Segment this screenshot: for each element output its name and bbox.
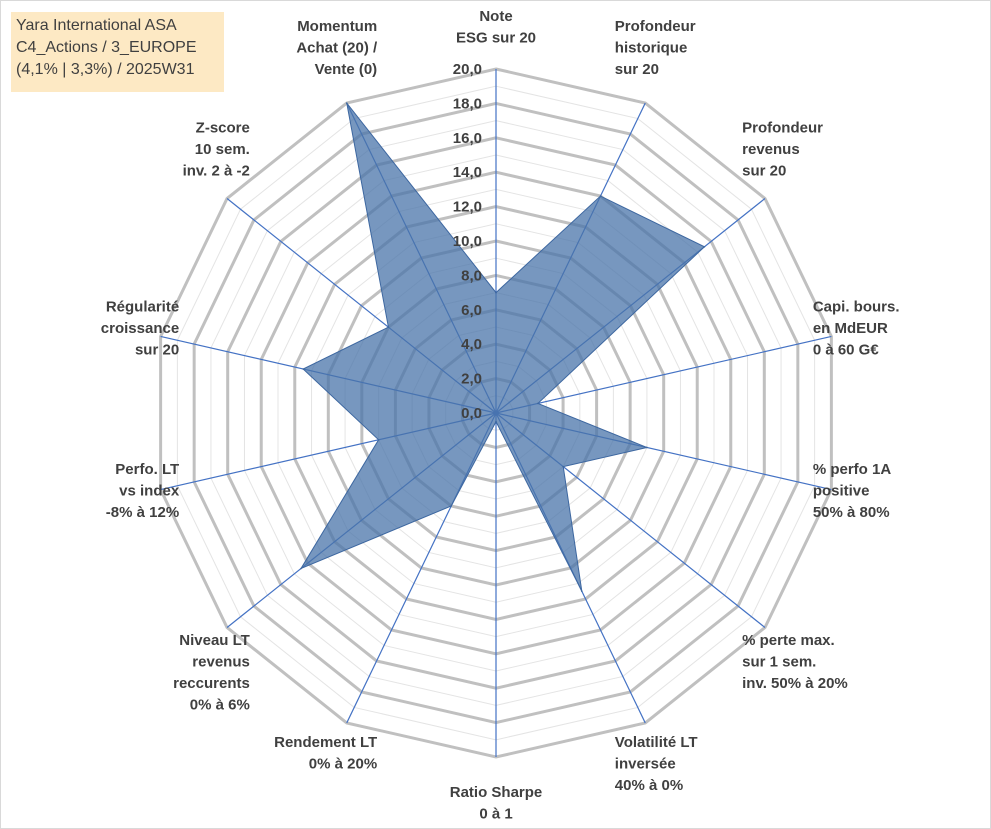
- axis-label-line: Z-score: [196, 119, 250, 136]
- tick-label: 14,0: [453, 164, 482, 181]
- axis-label: Volatilité LT inversée 40% à 0%: [615, 734, 698, 794]
- axis-label-line: sur 20: [135, 341, 179, 358]
- axis-label-line: ESG sur 20: [456, 30, 536, 47]
- axis-label-line: sur 20: [615, 61, 659, 78]
- axis-label-line: Ratio Sharpe: [450, 784, 543, 801]
- data-point: [495, 291, 497, 294]
- data-point: [387, 326, 390, 329]
- axis-label-line: historique: [615, 39, 688, 56]
- data-point: [703, 245, 706, 248]
- axis-label-line: vs index: [119, 483, 180, 500]
- axis-label-line: Niveau LT: [179, 632, 250, 649]
- axis-label-line: croissance: [101, 320, 179, 337]
- data-point: [302, 368, 304, 370]
- axis-label: Rendement LT 0% à 20%: [274, 734, 377, 773]
- axis-label-line: 0% à 20%: [309, 755, 377, 772]
- tick-label: 4,0: [461, 336, 482, 353]
- axis-label-line: reccurents: [173, 675, 250, 692]
- data-point: [450, 505, 453, 507]
- axis-label: Niveau LT revenus reccurents 0% à 6%: [173, 632, 250, 714]
- axis-label-line: 0 à 60 G€: [813, 341, 880, 358]
- axis-label-line: % perte max.: [742, 632, 835, 649]
- axis-label-line: sur 1 sem.: [742, 654, 816, 671]
- axis-label-line: Vente (0): [315, 61, 378, 78]
- axis-label: Capi. bours. en MdEUR 0 à 60 G€: [813, 298, 900, 358]
- axis-label-line: Capi. bours.: [813, 298, 900, 315]
- axis-label-line: Rendement LT: [274, 734, 377, 751]
- axis-label: Profondeur revenus sur 20: [742, 119, 823, 179]
- axis-label-line: 10 sem.: [195, 141, 250, 158]
- axis-label-line: sur 20: [742, 162, 786, 179]
- data-point: [599, 195, 602, 197]
- axis-label-line: Profondeur: [742, 119, 823, 136]
- info-period: (4,1% | 3,3%) / 2025W31: [16, 61, 195, 78]
- info-box: Yara International ASA C4_Actions / 3_EU…: [11, 12, 224, 92]
- axis-label-line: positive: [813, 483, 870, 500]
- info-company-name: Yara International ASA: [16, 17, 177, 34]
- series-area: [299, 102, 706, 592]
- data-point: [537, 402, 539, 405]
- info-category: C4_Actions / 3_EUROPE: [16, 39, 197, 56]
- axis-label-line: 50% à 80%: [813, 504, 890, 521]
- axis-label: Perfo. LT vs index -8% à 12%: [106, 461, 180, 521]
- axis-label-line: -8% à 12%: [106, 504, 179, 521]
- tick-label: 20,0: [453, 61, 482, 78]
- axis-labels: Note ESG sur 20 Profondeur historique sur 20…: [101, 8, 900, 823]
- axis-label-line: Note: [479, 8, 512, 25]
- axis-label-line: 0% à 6%: [190, 697, 250, 714]
- tick-label: 10,0: [453, 233, 482, 250]
- data-point: [581, 590, 583, 593]
- tick-label: 12,0: [453, 199, 482, 216]
- axis-label: Note ESG sur 20: [456, 8, 536, 47]
- data-point: [377, 438, 380, 441]
- axis-label: Momentum Achat (20) / Vente (0): [296, 18, 378, 78]
- axis-label-line: % perfo 1A: [813, 461, 892, 478]
- data-point: [646, 446, 648, 449]
- tick-labels: 0,0 2,0 4,0 6,0 8,0 10,0 12,0 14,0 16,0 18,0 20,0: [453, 61, 482, 422]
- axis-label-line: 0 à 1: [479, 806, 512, 823]
- axis-label: % perte max. sur 1 sem. inv. 50% à 20%: [742, 632, 848, 692]
- axis-label-line: Achat (20) /: [296, 39, 378, 56]
- axis-label-line: inv. 2 à -2: [183, 162, 250, 179]
- data-point: [562, 465, 565, 468]
- axis-label-line: Momentum: [297, 18, 377, 35]
- axis-label: % perfo 1A positive 50% à 80%: [813, 461, 892, 521]
- axis-label: Profondeur historique sur 20: [615, 18, 696, 78]
- data-point: [495, 420, 497, 423]
- axis-label-line: Volatilité LT: [615, 734, 698, 751]
- axis-label: Z-score 10 sem. inv. 2 à -2: [183, 119, 250, 179]
- tick-label: 8,0: [461, 267, 482, 284]
- axis-label: Ratio Sharpe 0 à 1: [450, 784, 543, 823]
- tick-label: 6,0: [461, 302, 482, 319]
- axis-label-line: inv. 50% à 20%: [742, 675, 848, 692]
- tick-label: 0,0: [461, 405, 482, 422]
- tick-label: 2,0: [461, 371, 482, 388]
- series-layer: [299, 102, 706, 593]
- axis-spoke: [495, 335, 832, 414]
- data-point: [300, 567, 302, 570]
- tick-label: 18,0: [453, 95, 482, 112]
- tick-label: 16,0: [453, 130, 482, 147]
- axis-label-line: revenus: [192, 654, 250, 671]
- axis-label-line: 40% à 0%: [615, 777, 683, 794]
- axis-label-line: Perfo. LT: [115, 461, 179, 478]
- axis-label-line: Profondeur: [615, 18, 696, 35]
- axis-label-line: inversée: [615, 755, 676, 772]
- axis-label: Régularité croissance sur 20: [101, 298, 179, 358]
- axis-label-line: Régularité: [106, 298, 179, 315]
- axis-label-line: revenus: [742, 141, 800, 158]
- axis-label-line: en MdEUR: [813, 320, 888, 337]
- data-point: [345, 102, 348, 104]
